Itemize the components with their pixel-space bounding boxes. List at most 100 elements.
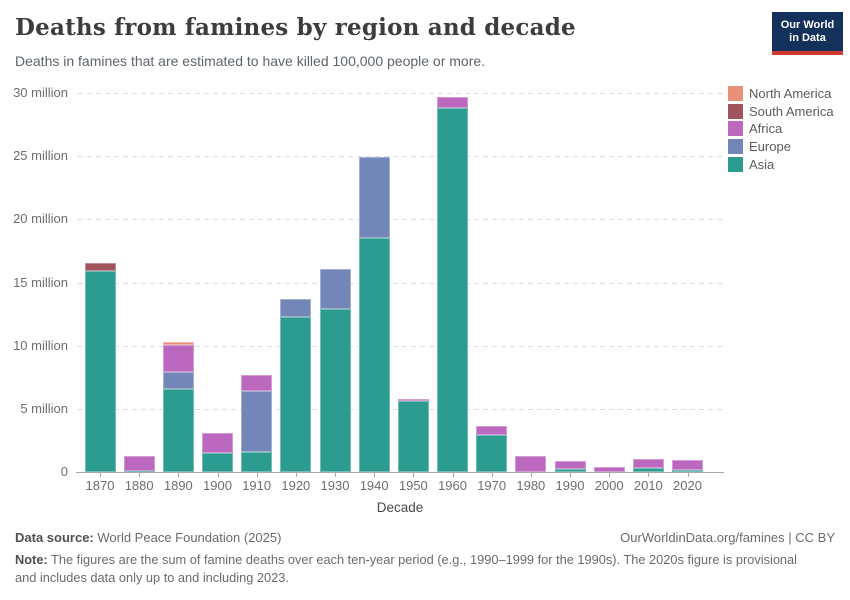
x-axis-title: Decade	[376, 500, 424, 515]
attribution-link[interactable]: OurWorldinData.org/famines | CC BY	[620, 530, 835, 545]
legend-label: Europe	[749, 139, 791, 155]
bar-segment-2010-asia[interactable]	[632, 468, 664, 472]
bar-segment-1950-asia[interactable]	[397, 401, 429, 472]
bar-segment-1930-asia[interactable]	[319, 309, 351, 472]
x-axis-label-2000: 2000	[594, 478, 624, 493]
gridline-15m	[78, 282, 722, 284]
bar-segment-2000-africa[interactable]	[593, 466, 625, 472]
gridline-30m	[78, 93, 722, 94]
x-axis-label-1930: 1930	[320, 478, 350, 493]
legend-swatch-icon	[728, 103, 743, 119]
x-axis-label-1890: 1890	[163, 478, 193, 493]
y-axis-label-15: 15 million	[13, 274, 68, 290]
bar-segment-2020-asia[interactable]	[672, 470, 703, 473]
x-axis-label-2020: 2020	[673, 478, 702, 493]
legend-swatch-icon	[728, 156, 743, 172]
x-axis-tick-1900	[217, 472, 219, 477]
note-label: Note:	[15, 552, 48, 567]
bar-segment-1990-asia[interactable]	[554, 468, 586, 472]
x-axis-tick-2000	[609, 472, 611, 477]
x-axis-label-2010: 2010	[633, 478, 663, 493]
note-text: The figures are the sum of famine deaths…	[15, 552, 798, 585]
x-axis-tick-1970	[491, 472, 493, 477]
chart-legend: North America South America Africa Europe As…	[728, 85, 834, 173]
data-source-text: World Peace Foundation (2025)	[93, 530, 282, 545]
bar-segment-2010-africa[interactable]	[632, 459, 664, 469]
bar-segment-1920-europe[interactable]	[280, 298, 312, 317]
gridline-10m	[78, 345, 722, 347]
x-axis-label-1950: 1950	[398, 478, 428, 493]
x-axis-label-1970: 1970	[477, 478, 507, 493]
bar-segment-1940-asia[interactable]	[358, 238, 390, 472]
bar-segment-1970-africa[interactable]	[476, 425, 508, 435]
x-axis-label-1940: 1940	[359, 478, 389, 493]
bar-segment-1940-europe[interactable]	[358, 157, 390, 239]
x-axis-tick-1890	[178, 472, 180, 477]
bar-segment-1920-asia[interactable]	[280, 316, 312, 472]
x-axis-tick-1870	[100, 472, 101, 477]
bar-segment-1930-europe[interactable]	[319, 268, 351, 310]
data-source-line: Data source: World Peace Foundation (202…	[15, 530, 281, 545]
x-axis-label-1920: 1920	[281, 478, 311, 493]
x-axis-tick-1930	[335, 472, 336, 477]
x-axis-label-1960: 1960	[438, 478, 467, 493]
bar-segment-1870-asia[interactable]	[84, 271, 116, 472]
bar-segment-1960-africa[interactable]	[437, 96, 468, 108]
x-axis-label-1870: 1870	[85, 478, 115, 493]
x-axis-tick-1940	[374, 472, 376, 477]
bar-segment-1950-africa[interactable]	[397, 398, 429, 402]
y-axis-label-5: 5 million	[20, 400, 68, 416]
bar-segment-1980-africa[interactable]	[515, 455, 547, 472]
chart-subtitle: Deaths in famines that are estimated to …	[15, 53, 486, 69]
bar-segment-1890-europe[interactable]	[162, 371, 194, 389]
bar-segment-1890-north-america[interactable]	[162, 341, 194, 346]
x-axis-label-1880: 1880	[124, 478, 154, 493]
legend-item-asia[interactable]: Asia	[728, 155, 834, 173]
x-axis-tick-2010	[648, 472, 650, 477]
x-axis-tick-1920	[295, 472, 297, 477]
legend-swatch-icon	[728, 86, 743, 102]
y-axis-label-20: 20 million	[13, 211, 68, 227]
legend-label: Africa	[749, 121, 783, 137]
x-axis-tick-1990	[570, 472, 571, 477]
owid-logo-line2: in Data	[789, 31, 826, 44]
bar-segment-1910-europe[interactable]	[241, 390, 273, 452]
x-axis-tick-1960	[452, 472, 454, 477]
y-axis-label-10: 10 million	[13, 337, 68, 353]
legend-label: South America	[749, 103, 834, 119]
bar-segment-1970-asia[interactable]	[476, 434, 508, 472]
x-axis-label-1980: 1980	[516, 478, 546, 493]
x-axis-label-1900: 1900	[203, 478, 232, 493]
bar-segment-1880-africa[interactable]	[123, 455, 155, 471]
y-axis-label-30: 30 million	[13, 85, 68, 100]
legend-item-africa[interactable]: Africa	[728, 120, 834, 138]
x-axis-label-1990: 1990	[555, 478, 585, 493]
gridline-25m	[78, 156, 722, 158]
page-title: Deaths from famines by region and decade	[15, 14, 576, 41]
owid-logo-line1: Our World	[780, 18, 835, 31]
legend-item-north-america[interactable]: North America	[728, 85, 834, 103]
owid-logo: Our World in Data	[772, 12, 843, 55]
bar-segment-1900-africa[interactable]	[202, 433, 233, 454]
bar-segment-1900-asia[interactable]	[202, 453, 233, 472]
legend-item-south-america[interactable]: South America	[728, 103, 834, 121]
bar-segment-1910-asia[interactable]	[241, 451, 273, 472]
bar-segment-1890-africa[interactable]	[162, 345, 194, 372]
x-axis-tick-1950	[413, 472, 415, 477]
x-axis-label-1910: 1910	[242, 478, 272, 493]
bar-segment-1890-asia[interactable]	[162, 388, 194, 472]
bar-segment-1870-south-america[interactable]	[84, 262, 116, 272]
legend-item-europe[interactable]: Europe	[728, 138, 834, 156]
bar-segment-2020-africa[interactable]	[672, 459, 703, 471]
y-axis-label-25: 25 million	[13, 148, 68, 164]
bar-segment-1960-asia[interactable]	[437, 107, 468, 472]
x-axis-tick-1910	[256, 472, 258, 477]
legend-swatch-icon	[728, 121, 743, 137]
legend-label: North America	[749, 86, 832, 102]
data-source-label: Data source:	[15, 530, 94, 545]
bar-segment-1990-africa[interactable]	[554, 461, 586, 469]
legend-label: Asia	[749, 156, 775, 172]
bar-segment-1910-africa[interactable]	[241, 375, 273, 391]
